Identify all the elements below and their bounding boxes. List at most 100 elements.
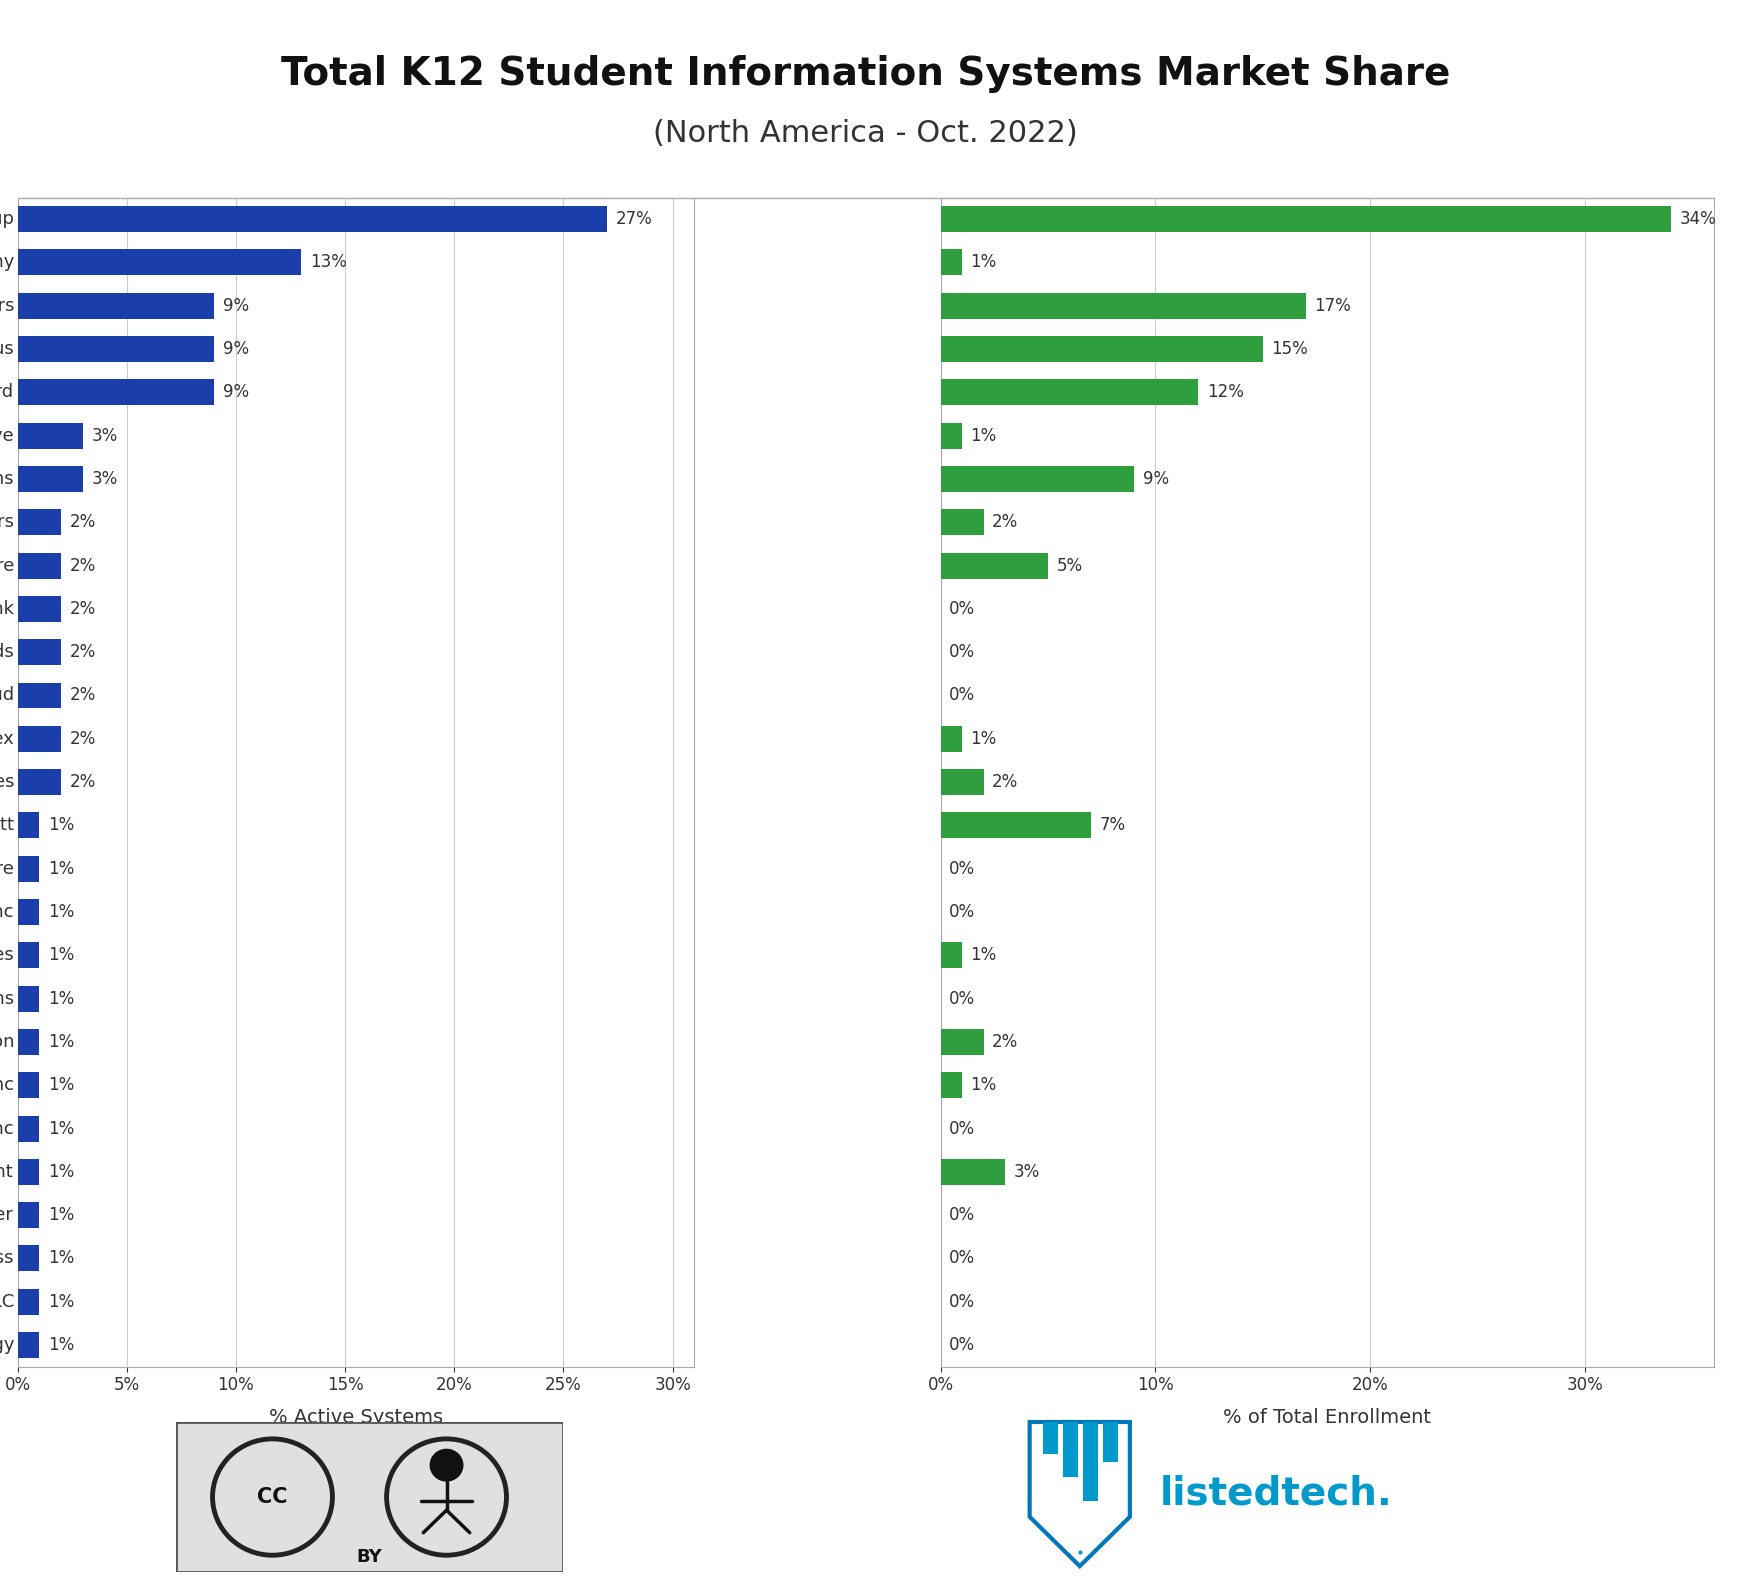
Bar xyxy=(1063,1422,1077,1477)
Bar xyxy=(940,1029,982,1055)
Bar xyxy=(940,250,961,275)
Text: 2%: 2% xyxy=(70,730,97,747)
Bar xyxy=(940,942,961,969)
Text: SchoolMint: SchoolMint xyxy=(0,1163,14,1180)
Bar xyxy=(18,250,300,275)
Bar xyxy=(940,509,982,536)
Bar xyxy=(940,1158,1005,1185)
Text: 13%: 13% xyxy=(309,253,346,272)
Bar xyxy=(18,379,214,406)
Bar xyxy=(18,986,39,1011)
Text: 0%: 0% xyxy=(949,904,975,921)
Text: Total K12 Student Information Systems Market Share: Total K12 Student Information Systems Ma… xyxy=(281,55,1450,93)
Text: 2%: 2% xyxy=(991,1033,1017,1051)
Text: 1%: 1% xyxy=(47,1163,74,1180)
Text: 9%: 9% xyxy=(223,340,249,359)
Bar xyxy=(940,205,1671,232)
Text: 2%: 2% xyxy=(70,514,97,531)
Text: 27%: 27% xyxy=(615,210,652,228)
Bar xyxy=(940,337,1262,362)
Text: 1%: 1% xyxy=(47,1076,74,1095)
Text: 1%: 1% xyxy=(47,1292,74,1311)
Text: 0%: 0% xyxy=(949,1337,975,1354)
Text: Rediker Software: Rediker Software xyxy=(0,860,14,878)
Bar xyxy=(940,292,1305,319)
Text: Edupoint Educational Systems: Edupoint Educational Systems xyxy=(0,469,14,488)
Text: 2%: 2% xyxy=(70,600,97,618)
Bar xyxy=(1103,1422,1117,1462)
Bar xyxy=(18,553,61,578)
Bar xyxy=(18,1202,39,1228)
Text: 3%: 3% xyxy=(1014,1163,1038,1180)
Text: 2%: 2% xyxy=(70,773,97,792)
Bar xyxy=(18,292,214,319)
Text: 7%: 7% xyxy=(1098,817,1124,834)
Text: Sycamore Leaf Solutions: Sycamore Leaf Solutions xyxy=(0,989,14,1008)
Text: 2%: 2% xyxy=(991,514,1017,531)
Text: 9%: 9% xyxy=(223,384,249,401)
Text: Aeries Software: Aeries Software xyxy=(0,556,14,575)
Bar xyxy=(18,1332,39,1359)
Text: Procare Software LLC: Procare Software LLC xyxy=(0,1292,14,1311)
Circle shape xyxy=(430,1449,462,1480)
Bar xyxy=(18,1073,39,1098)
Text: 1%: 1% xyxy=(970,946,996,964)
Bar xyxy=(940,769,982,795)
Text: 1%: 1% xyxy=(970,427,996,444)
Bar xyxy=(18,1029,39,1055)
Bar xyxy=(940,1073,961,1098)
Text: 1%: 1% xyxy=(47,989,74,1008)
Text: JMC Inc: JMC Inc xyxy=(0,904,14,921)
Text: 1%: 1% xyxy=(47,817,74,834)
Bar xyxy=(18,466,83,491)
Bar xyxy=(18,1115,39,1141)
Text: BY: BY xyxy=(357,1548,381,1566)
Bar xyxy=(940,812,1091,839)
Text: 2%: 2% xyxy=(70,686,97,705)
Text: 0%: 0% xyxy=(949,1292,975,1311)
Text: 1%: 1% xyxy=(970,253,996,272)
Text: 0%: 0% xyxy=(949,1250,975,1267)
Text: Frontline Education: Frontline Education xyxy=(0,1033,14,1051)
Text: Gradelink: Gradelink xyxy=(0,600,14,618)
Text: 0%: 0% xyxy=(949,600,975,618)
Text: Texas Computer Cooperative: Texas Computer Cooperative xyxy=(0,427,14,444)
Text: Renaissance Learning Inc: Renaissance Learning Inc xyxy=(0,1076,14,1095)
Bar xyxy=(1042,1422,1058,1454)
Bar xyxy=(940,466,1133,491)
Text: 9%: 9% xyxy=(223,297,249,314)
Bar xyxy=(18,337,214,362)
Bar xyxy=(18,725,61,752)
Text: CC: CC xyxy=(257,1487,288,1507)
Text: Blackbaud: Blackbaud xyxy=(0,686,14,705)
Text: 3%: 3% xyxy=(91,469,118,488)
Text: Others: Others xyxy=(0,297,14,314)
Text: Municipal Accounting Systems Inc: Municipal Accounting Systems Inc xyxy=(0,1120,14,1138)
Text: 1%: 1% xyxy=(970,1076,996,1095)
Text: Skyward: Skyward xyxy=(0,384,14,401)
Text: 1%: 1% xyxy=(47,1250,74,1267)
X-axis label: % Active Systems: % Active Systems xyxy=(269,1408,443,1427)
FancyBboxPatch shape xyxy=(176,1422,562,1572)
Bar xyxy=(18,1158,39,1185)
Text: 2%: 2% xyxy=(70,556,97,575)
Bar xyxy=(18,856,39,882)
Text: Jupiter: Jupiter xyxy=(0,1206,14,1224)
Bar xyxy=(940,725,961,752)
Text: 1%: 1% xyxy=(47,946,74,964)
Text: PowerSchool Group: PowerSchool Group xyxy=(0,210,14,228)
Bar xyxy=(18,596,61,623)
Bar xyxy=(940,423,961,449)
Text: (North America - Oct. 2022): (North America - Oct. 2022) xyxy=(654,118,1077,147)
Bar xyxy=(18,1245,39,1272)
Text: Follett: Follett xyxy=(0,817,14,834)
Text: 0%: 0% xyxy=(949,686,975,705)
Text: listedtech.: listedtech. xyxy=(1160,1474,1392,1512)
Text: 2%: 2% xyxy=(70,643,97,660)
Text: Tyler Technologies: Tyler Technologies xyxy=(0,773,14,792)
Bar xyxy=(18,1289,39,1315)
Text: 0%: 0% xyxy=(949,989,975,1008)
Text: 1%: 1% xyxy=(47,904,74,921)
Bar xyxy=(18,812,39,839)
Text: 1%: 1% xyxy=(47,1120,74,1138)
